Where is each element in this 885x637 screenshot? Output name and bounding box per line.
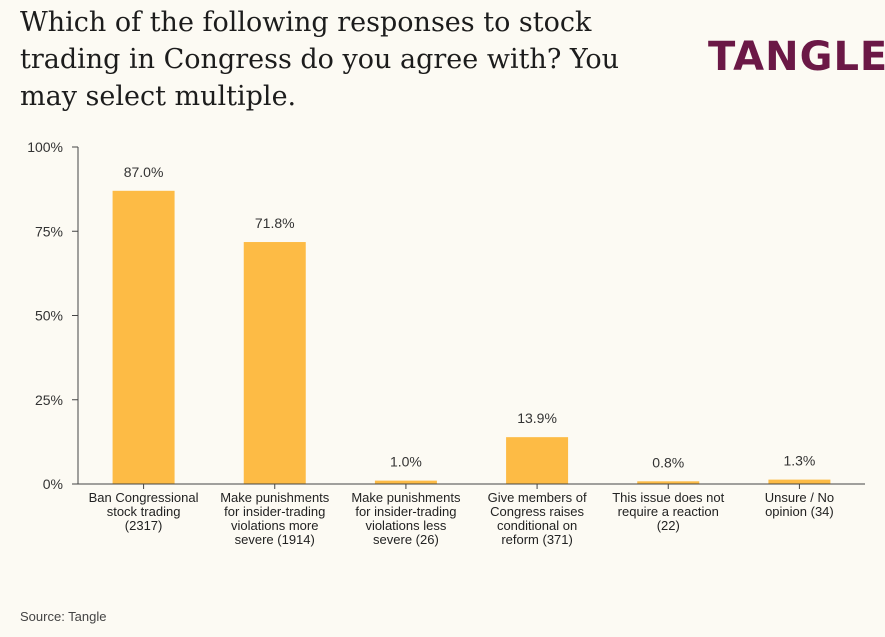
category-label: severe (1914) <box>235 532 315 547</box>
value-label: 87.0% <box>124 164 164 180</box>
category-label: violations more <box>231 518 318 533</box>
value-labels: 87.0% 71.8% 1.0% 13.9% 0.8% 1.3% <box>124 164 816 470</box>
category-label: Make punishments <box>220 490 330 505</box>
value-label: 71.8% <box>255 215 295 231</box>
chart-title: Which of the following responses to stoc… <box>20 7 619 112</box>
y-tick-label: 50% <box>35 308 63 324</box>
category-label: reform (371) <box>501 532 573 547</box>
category-label: require a reaction <box>618 504 719 519</box>
y-tick-label: 0% <box>43 476 63 492</box>
category-label: opinion (34) <box>765 504 834 519</box>
bar <box>506 437 569 484</box>
category-label: (22) <box>657 518 680 533</box>
bar <box>637 481 700 484</box>
value-label: 1.3% <box>783 453 815 469</box>
value-label: 0.8% <box>652 454 684 470</box>
category-label: Congress raises <box>490 504 584 519</box>
category-label: for insider-trading <box>224 504 325 519</box>
y-axis: 0% 25% 50% 75% 100% <box>27 139 79 492</box>
bar <box>243 242 306 484</box>
category-label: for insider-trading <box>355 504 456 519</box>
category-label: This issue does not <box>612 490 724 505</box>
category-label: Make punishments <box>351 490 461 505</box>
category-label: conditional on <box>497 518 577 533</box>
value-label: 13.9% <box>517 410 557 426</box>
bar <box>112 190 175 484</box>
value-label: 1.0% <box>390 454 422 470</box>
bar-chart: 0% 25% 50% 75% 100% 87.0% 71.8% 1.0% 13.9% 0.8% 1… <box>27 139 865 547</box>
y-tick-label: 75% <box>35 223 63 239</box>
category-label: Unsure / No <box>765 490 834 505</box>
category-label: Ban Congressional <box>89 490 199 505</box>
tangle-logo: TANGLE <box>708 34 885 80</box>
category-label: stock trading <box>107 504 181 519</box>
category-label: severe (26) <box>373 532 439 547</box>
y-tick-label: 100% <box>27 139 63 155</box>
y-tick-label: 25% <box>35 392 63 408</box>
category-label: violations less <box>365 518 446 533</box>
category-label: Give members of <box>488 490 587 505</box>
bars <box>112 190 831 484</box>
category-label: (2317) <box>125 518 163 533</box>
bar <box>374 480 437 484</box>
source-note: Source: Tangle <box>20 609 107 624</box>
bar <box>768 479 831 484</box>
